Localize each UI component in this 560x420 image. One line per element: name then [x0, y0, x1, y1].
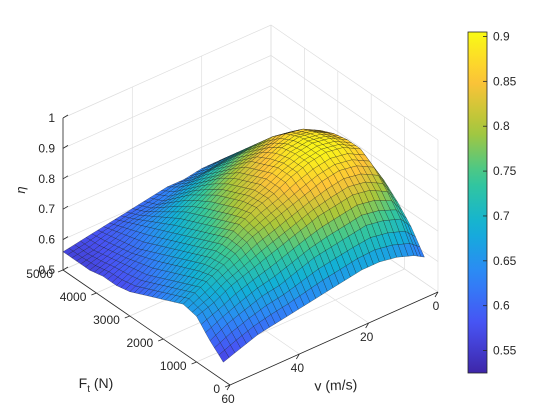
- z-tick-label: 0.8: [38, 172, 55, 186]
- y-axis-label-unit: (N): [90, 375, 113, 391]
- x-tick-label: 40: [291, 361, 305, 375]
- y-tick-label: 0: [213, 382, 220, 396]
- surface-facet: [218, 349, 230, 363]
- colorbar-ticks: 0.55 0.6 0.65 0.7 0.75 0.8 0.85 0.9: [483, 29, 517, 358]
- y-tick-label: 3000: [93, 313, 120, 327]
- z-axis-label: η: [13, 186, 28, 193]
- y-tick-mark: [224, 384, 231, 388]
- y-axis-label: Ft (N): [79, 375, 114, 395]
- x-tick-mark: [434, 291, 439, 298]
- x-tick-mark: [365, 322, 370, 329]
- colorbar-tick-label: 0.8: [493, 119, 510, 133]
- x-tick-mark: [226, 384, 231, 391]
- x-axis-line: [229, 291, 439, 386]
- y-tick-mark: [57, 269, 64, 273]
- x-tick-mark: [295, 353, 300, 360]
- z-tick-mark: [62, 114, 69, 119]
- y-tick-mark: [124, 315, 130, 319]
- axes-edges: [62, 118, 439, 386]
- y-tick-label: 4000: [60, 290, 87, 304]
- z-tick-label: 0.7: [38, 202, 55, 216]
- z-tick-label: 1: [48, 111, 55, 125]
- z-tick-mark: [62, 205, 69, 210]
- y-tick-label: 1000: [160, 359, 187, 373]
- z-tick-mark: [62, 266, 69, 271]
- colorbar-tick-label: 0.7: [493, 209, 510, 223]
- y-tick-mark: [191, 361, 197, 365]
- y-tick-mark: [91, 292, 97, 296]
- y-axis-line: [62, 269, 231, 386]
- z-tick-mark: [62, 236, 69, 240]
- y-axis-label-subscript: t: [87, 384, 90, 395]
- x-axis-label: v (m/s): [314, 376, 357, 393]
- axes-ticks: 0.5 0.6 0.7 0.8 0.9 1 0 1000 2000 3000 4000 5000 0 20…: [26, 111, 439, 406]
- colorbar-tick-label: 0.85: [493, 74, 517, 88]
- colorbar-tick-label: 0.55: [493, 344, 517, 358]
- z-tick-label: 0.5: [38, 263, 55, 277]
- colorbar-tick-label: 0.75: [493, 164, 517, 178]
- colorbar-tick-label: 0.65: [493, 254, 517, 268]
- z-tick-label: 0.6: [38, 233, 55, 247]
- y-gridline-1: [196, 117, 405, 363]
- z-tick-label: 0.9: [38, 141, 55, 155]
- z-tick-mark: [62, 145, 69, 149]
- z-tick-mark: [62, 175, 69, 180]
- colorbar: [467, 31, 488, 374]
- y-tick-label: 2000: [126, 336, 153, 350]
- x-tick-label: 60: [221, 392, 235, 406]
- y-tick-label: 5000: [26, 267, 53, 281]
- y-axis-label-main: F: [79, 375, 88, 391]
- x-tick-label: 20: [360, 330, 374, 344]
- colorbar-tick-label: 0.9: [493, 29, 510, 43]
- x-tick-label: 0: [433, 299, 440, 313]
- surface-mesh: [62, 128, 425, 363]
- y-tick-mark: [158, 338, 164, 342]
- z-gridline-5: [62, 24, 439, 141]
- colorbar-tick-label: 0.6: [493, 299, 510, 313]
